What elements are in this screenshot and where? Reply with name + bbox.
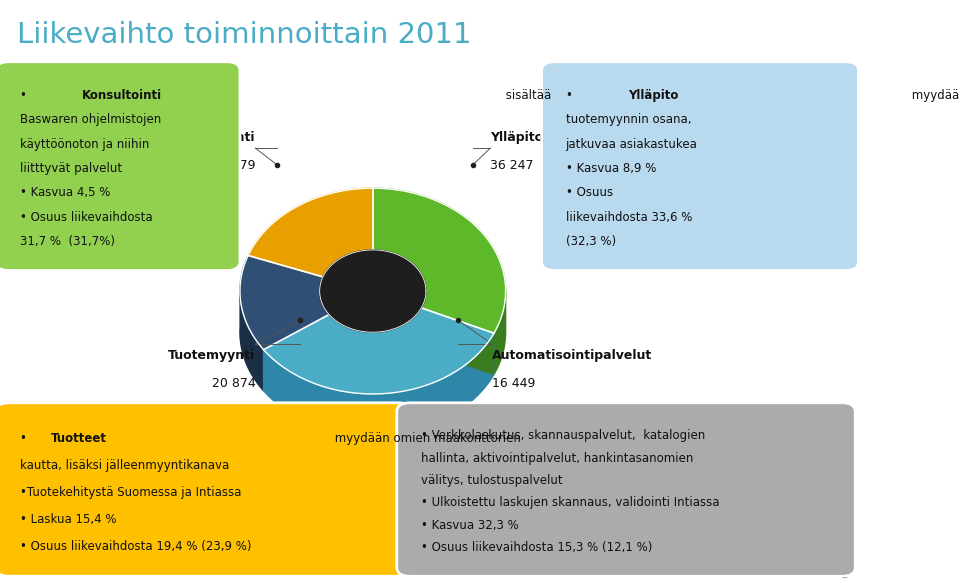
FancyBboxPatch shape	[0, 62, 240, 270]
Text: Automatisointipalvelut: Automatisointipalvelut	[492, 349, 652, 362]
Polygon shape	[249, 188, 372, 277]
Text: myydään omien maakonttorien: myydään omien maakonttorien	[331, 432, 520, 445]
Text: •Tuotekehitystä Suomessa ja Intiassa: •Tuotekehitystä Suomessa ja Intiassa	[20, 486, 241, 499]
Text: myydään: myydään	[908, 89, 960, 102]
Polygon shape	[240, 286, 264, 391]
FancyBboxPatch shape	[0, 403, 411, 576]
Text: • Osuus liikevaihdosta 15,3 % (12,1 %): • Osuus liikevaihdosta 15,3 % (12,1 %)	[420, 542, 652, 554]
Text: liikevaihdosta 33,6 %: liikevaihdosta 33,6 %	[565, 211, 692, 223]
Polygon shape	[320, 250, 426, 332]
Text: 5: 5	[841, 567, 851, 581]
Text: 36 247: 36 247	[491, 159, 534, 172]
Polygon shape	[421, 308, 494, 375]
Text: •: •	[20, 89, 31, 102]
Text: kautta, lisäksi jälleenmyyntikanava: kautta, lisäksi jälleenmyyntikanava	[20, 459, 229, 472]
Text: välitys, tulostuspalvelut: välitys, tulostuspalvelut	[420, 474, 563, 487]
Text: • Osuus liikevaihdosta 19,4 % (23,9 %): • Osuus liikevaihdosta 19,4 % (23,9 %)	[20, 540, 252, 553]
Polygon shape	[320, 291, 426, 373]
Text: hallinta, aktivointipalvelut, hankintasanomien: hallinta, aktivointipalvelut, hankintasa…	[420, 452, 693, 465]
Text: Konsultointi: Konsultointi	[83, 89, 162, 102]
Text: tuotemyynnin osana,: tuotemyynnin osana,	[565, 113, 691, 126]
Polygon shape	[264, 308, 494, 394]
Text: •: •	[20, 432, 27, 445]
Text: käyttöönoton ja niihin: käyttöönoton ja niihin	[20, 138, 149, 151]
Text: Ylläpito: Ylläpito	[628, 89, 679, 102]
Text: 31,7 %  (31,7%): 31,7 % (31,7%)	[20, 235, 114, 248]
Text: (32,3 %): (32,3 %)	[565, 235, 615, 248]
Text: Konsultointi: Konsultointi	[171, 131, 255, 144]
Text: Tuhatta euroa: Tuhatta euroa	[334, 192, 412, 202]
Text: • Verkkolaskutus, skannauspalvelut,  katalogien: • Verkkolaskutus, skannauspalvelut, kata…	[420, 429, 705, 442]
Text: liitttyvät palvelut: liitttyvät palvelut	[20, 162, 122, 175]
FancyBboxPatch shape	[541, 62, 858, 270]
Text: 20 874: 20 874	[211, 377, 255, 390]
Text: • Osuus liikevaihdosta: • Osuus liikevaihdosta	[20, 211, 153, 223]
Polygon shape	[264, 315, 329, 391]
Polygon shape	[240, 255, 329, 350]
Polygon shape	[494, 289, 506, 375]
Text: Tuotteet: Tuotteet	[51, 432, 107, 445]
Text: • Osuus: • Osuus	[565, 186, 612, 199]
Text: Baswaren ohjelmistojen: Baswaren ohjelmistojen	[20, 113, 161, 126]
Text: Tuotemyynti: Tuotemyynti	[168, 349, 255, 362]
Text: • Laskua 15,4 %: • Laskua 15,4 %	[20, 513, 116, 526]
Polygon shape	[264, 333, 494, 435]
Text: •: •	[565, 89, 576, 102]
Text: 16 449: 16 449	[492, 377, 536, 390]
Text: Liikevaihto toiminnoittain 2011: Liikevaihto toiminnoittain 2011	[17, 21, 471, 49]
Polygon shape	[372, 188, 506, 333]
Text: • Kasvua 32,3 %: • Kasvua 32,3 %	[420, 519, 518, 532]
Text: sisältää: sisältää	[502, 89, 551, 102]
Text: 34 179: 34 179	[212, 159, 255, 172]
Text: Ylläpito: Ylläpito	[491, 131, 543, 144]
Text: • Ulkoistettu laskujen skannaus, validointi Intiassa: • Ulkoistettu laskujen skannaus, validoi…	[420, 496, 719, 509]
Text: • Kasvua 4,5 %: • Kasvua 4,5 %	[20, 186, 110, 199]
FancyBboxPatch shape	[396, 403, 855, 576]
Text: • Kasvua 8,9 %: • Kasvua 8,9 %	[565, 162, 656, 175]
Text: jatkuvaa asiakastukea: jatkuvaa asiakastukea	[565, 138, 698, 151]
